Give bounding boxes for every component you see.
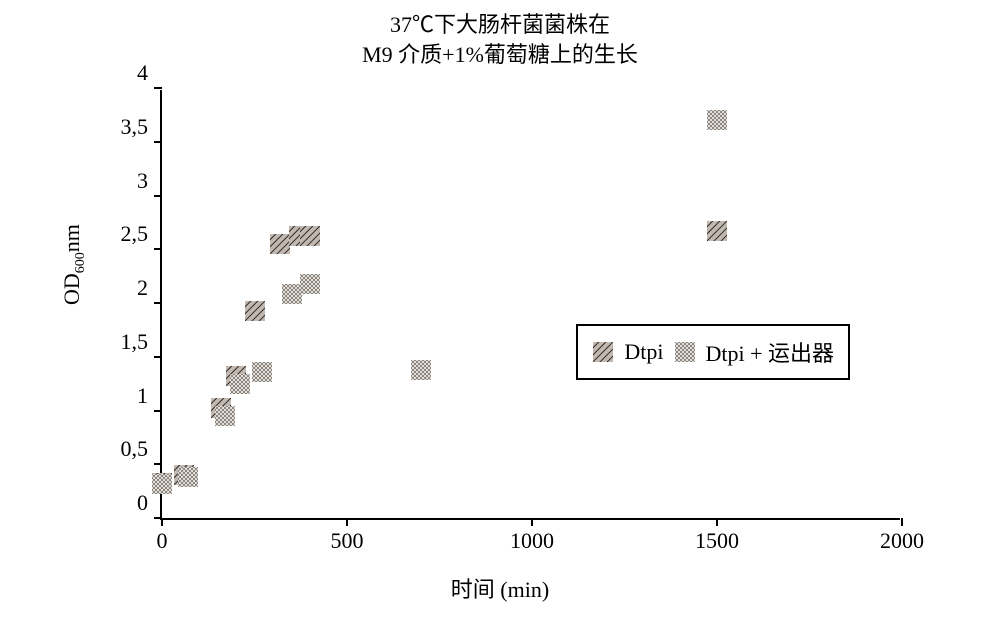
data-point-Dtpi-+-运出器 — [229, 373, 251, 395]
data-point-Dtpi — [299, 225, 321, 247]
y-tick-label: 0 — [137, 490, 148, 516]
data-point-Dtpi-+-运出器 — [151, 473, 173, 495]
legend-label: Dtpi — [624, 339, 663, 365]
chart-title: 37℃下大肠杆菌菌株在 M9 介质+1%葡萄糖上的生长 — [362, 10, 638, 69]
x-tick — [531, 518, 533, 526]
x-tick — [161, 518, 163, 526]
y-tick-label: 1 — [137, 383, 148, 409]
data-point-Dtpi-+-运出器 — [410, 359, 432, 381]
y-tick-label: 3,5 — [121, 114, 149, 140]
y-tick — [154, 87, 162, 89]
x-tick-label: 1500 — [695, 528, 739, 554]
y-tick-label: 3 — [137, 168, 148, 194]
data-point-Dtpi-+-运出器 — [299, 273, 321, 295]
title-line-2: M9 介质+1%葡萄糖上的生长 — [362, 42, 638, 67]
y-tick-label: 2 — [137, 275, 148, 301]
plot-area: 00,511,522,533,540500100015002000DtpiDtp… — [160, 90, 900, 520]
x-tick-label: 500 — [331, 528, 364, 554]
y-tick — [154, 410, 162, 412]
y-tick-label: 4 — [137, 60, 148, 86]
x-tick-label: 0 — [157, 528, 168, 554]
data-point-Dtpi — [244, 300, 266, 322]
y-tick — [154, 302, 162, 304]
legend-label: Dtpi + 运出器 — [706, 336, 835, 368]
y-axis-label: OD600nm — [59, 224, 89, 305]
y-tick-label: 2,5 — [121, 221, 149, 247]
data-point-Dtpi-+-运出器 — [214, 405, 236, 427]
data-point-Dtpi — [706, 220, 728, 242]
y-tick — [154, 463, 162, 465]
title-line-1: 37℃下大肠杆菌菌株在 — [390, 12, 610, 37]
data-point-Dtpi-+-运出器 — [177, 466, 199, 488]
x-axis-label: 时间 (min) — [451, 572, 549, 604]
x-tick-label: 2000 — [880, 528, 924, 554]
legend: Dtpi Dtpi + 运出器 — [576, 324, 850, 380]
x-tick — [716, 518, 718, 526]
data-point-Dtpi-+-运出器 — [706, 109, 728, 131]
y-tick — [154, 248, 162, 250]
legend-marker — [674, 341, 696, 363]
growth-chart: 37℃下大肠杆菌菌株在 M9 介质+1%葡萄糖上的生长 OD600nm 00,5… — [60, 10, 940, 610]
data-point-Dtpi-+-运出器 — [251, 361, 273, 383]
x-tick — [346, 518, 348, 526]
x-tick — [901, 518, 903, 526]
legend-marker — [592, 341, 614, 363]
y-tick-label: 1,5 — [121, 329, 149, 355]
y-tick — [154, 141, 162, 143]
y-tick — [154, 356, 162, 358]
y-tick — [154, 195, 162, 197]
y-tick-label: 0,5 — [121, 436, 149, 462]
x-tick-label: 1000 — [510, 528, 554, 554]
